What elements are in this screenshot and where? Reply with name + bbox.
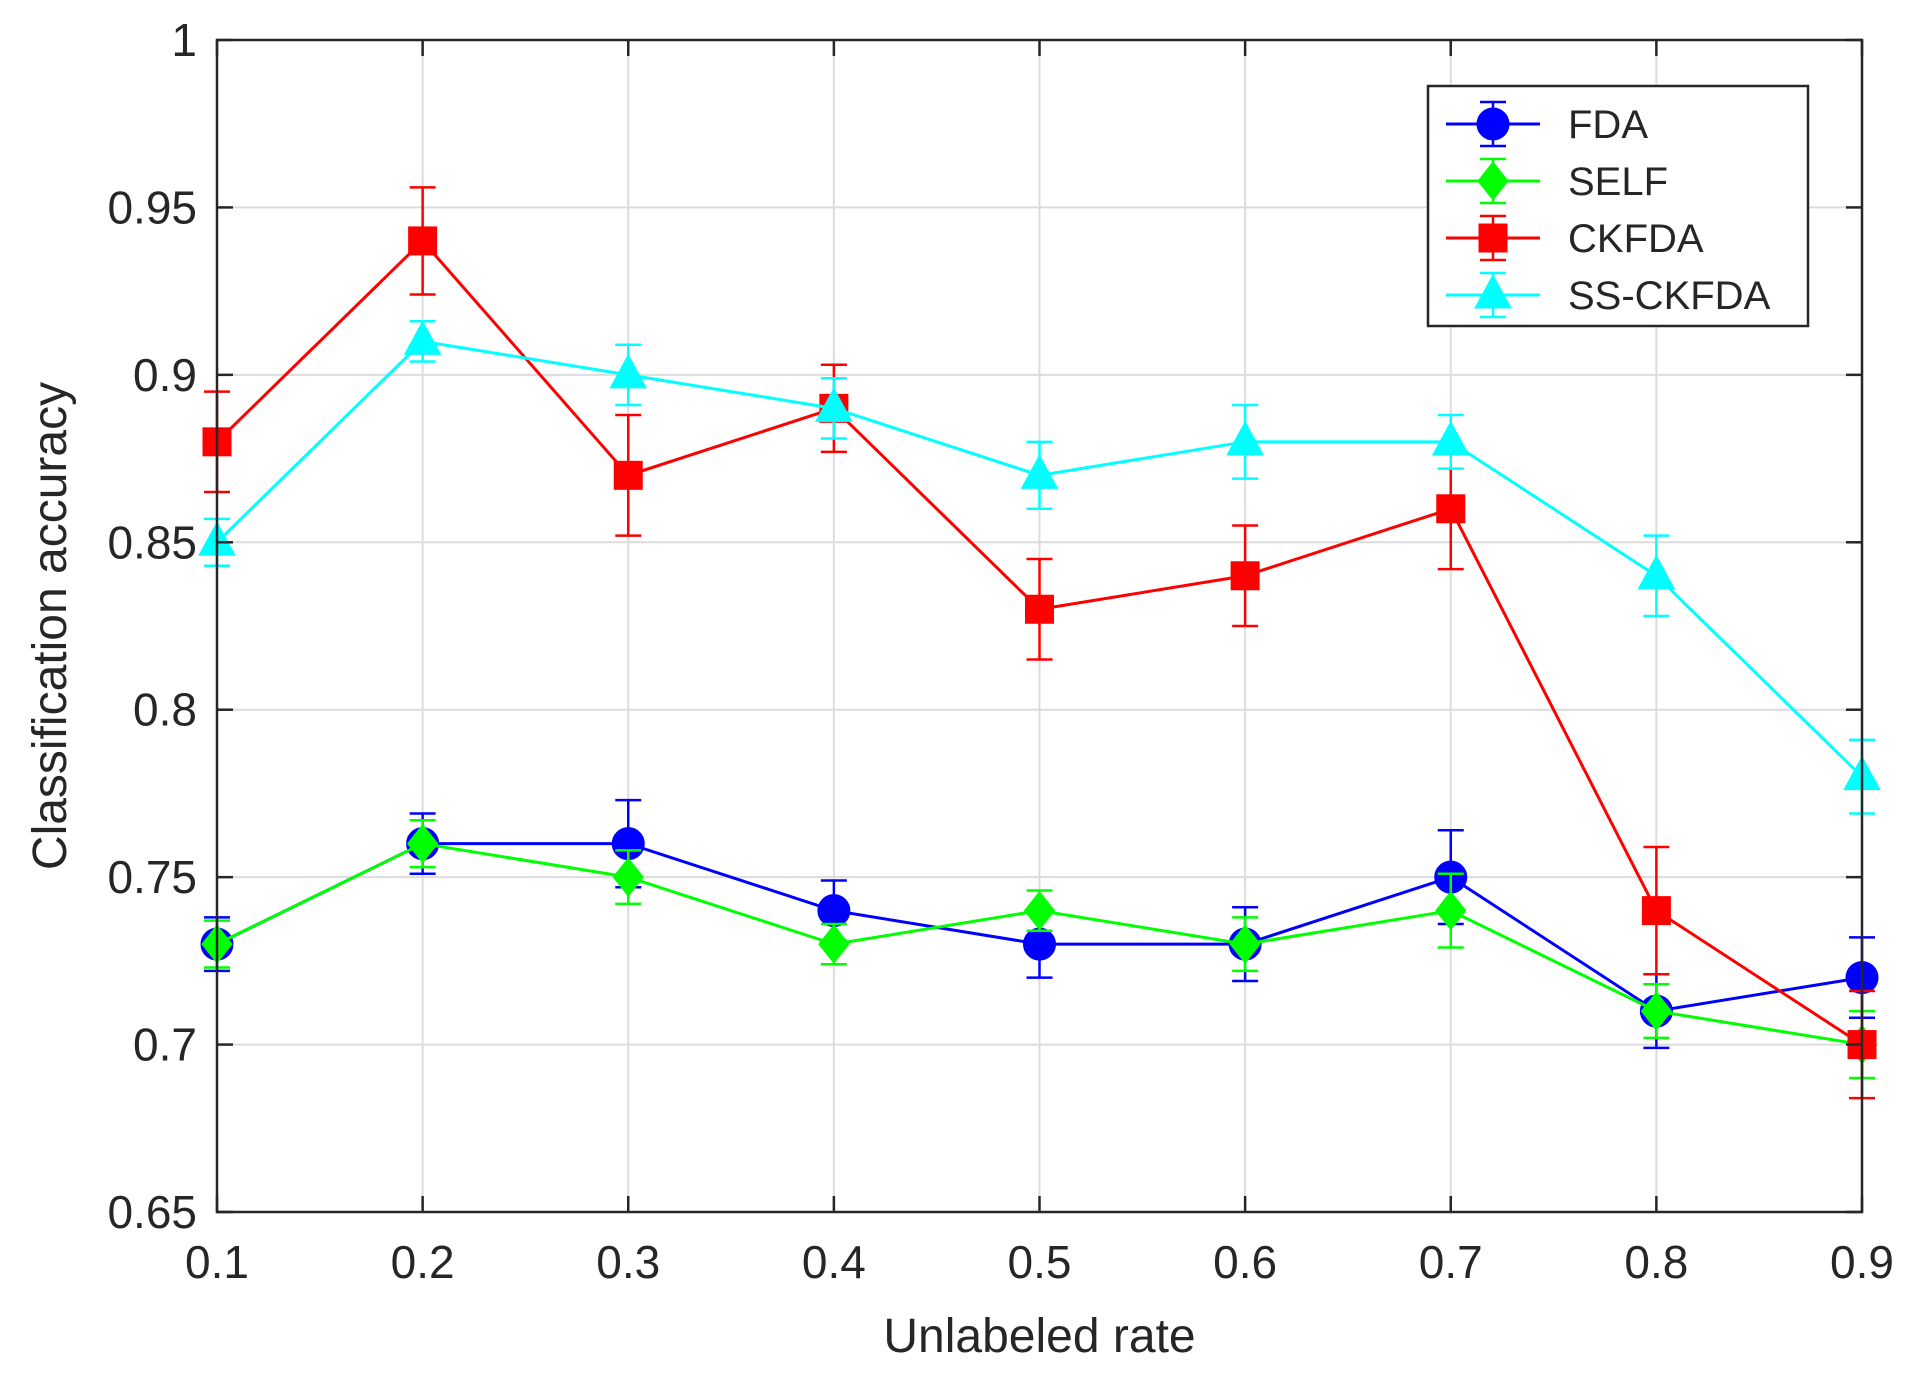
data-point bbox=[1226, 420, 1264, 456]
legend-marker bbox=[1478, 223, 1508, 253]
series-layer bbox=[198, 186, 1881, 1100]
data-point bbox=[1023, 927, 1056, 961]
data-point bbox=[818, 924, 850, 964]
data-point bbox=[609, 353, 648, 389]
data-point bbox=[1640, 991, 1673, 1031]
y-tick-label: 0.75 bbox=[107, 851, 197, 903]
data-point bbox=[1025, 594, 1054, 624]
legend-item-fda: FDA bbox=[1446, 100, 1648, 148]
legend-label: SS-CKFDA bbox=[1568, 274, 1771, 318]
data-point bbox=[612, 857, 644, 897]
data-point bbox=[1435, 890, 1467, 931]
x-tick-label: 0.6 bbox=[1213, 1236, 1277, 1288]
x-tick-label: 0.2 bbox=[391, 1236, 455, 1288]
data-point bbox=[1229, 924, 1261, 964]
x-tick-label: 0.9 bbox=[1830, 1236, 1894, 1288]
x-tick-label: 0.5 bbox=[1008, 1236, 1072, 1288]
x-axis-label: Unlabeled rate bbox=[883, 1310, 1195, 1363]
data-point bbox=[1020, 454, 1059, 489]
legend-label: SELF bbox=[1568, 160, 1668, 204]
y-tick-label: 0.85 bbox=[107, 516, 197, 568]
data-point bbox=[817, 894, 851, 928]
y-tick-label: 0.95 bbox=[107, 181, 197, 233]
legend-item-ss-ckfda: SS-CKFDA bbox=[1446, 271, 1771, 319]
legend-item-self: SELF bbox=[1446, 157, 1668, 205]
x-tick-label: 0.4 bbox=[802, 1236, 866, 1288]
y-tick-label: 0.8 bbox=[133, 684, 197, 736]
x-tick-label: 0.1 bbox=[185, 1236, 249, 1288]
data-point bbox=[403, 320, 442, 355]
legend-label: FDA bbox=[1568, 103, 1648, 147]
series-self bbox=[201, 818, 1878, 1080]
data-point bbox=[1436, 494, 1466, 524]
y-tick-label: 1 bbox=[171, 14, 197, 66]
data-point bbox=[406, 823, 439, 864]
legend-label: CKFDA bbox=[1568, 217, 1704, 261]
x-tick-label: 0.8 bbox=[1624, 1236, 1688, 1288]
y-tick-label: 0.9 bbox=[133, 349, 197, 401]
legend: FDA SELF CKFDA SS-CKFDA bbox=[1426, 84, 1810, 328]
legend-marker bbox=[1476, 107, 1510, 141]
tick-marks bbox=[215, 38, 1864, 1214]
y-axis-label: Classification accuracy bbox=[24, 382, 77, 870]
legend-marker bbox=[1477, 161, 1509, 201]
y-tick-labels: 0.65 0.7 0.75 0.8 0.85 0.9 0.95 1 bbox=[107, 14, 197, 1238]
y-tick-label: 0.7 bbox=[133, 1019, 197, 1071]
data-point bbox=[1637, 554, 1676, 590]
data-point bbox=[1641, 896, 1671, 926]
data-point bbox=[815, 387, 853, 422]
data-point bbox=[1230, 561, 1260, 591]
data-point bbox=[1431, 420, 1470, 456]
data-point bbox=[1023, 890, 1056, 931]
x-tick-label: 0.3 bbox=[596, 1236, 660, 1288]
legend-item-ckfda: CKFDA bbox=[1446, 214, 1704, 262]
x-tick-labels: 0.1 0.2 0.3 0.4 0.5 0.6 0.7 0.8 0.9 bbox=[185, 1236, 1894, 1288]
legend-marker bbox=[1474, 273, 1512, 309]
y-tick-label: 0.65 bbox=[107, 1186, 197, 1238]
data-point bbox=[408, 226, 438, 256]
x-tick-label: 0.7 bbox=[1419, 1236, 1483, 1288]
data-point bbox=[613, 460, 643, 490]
